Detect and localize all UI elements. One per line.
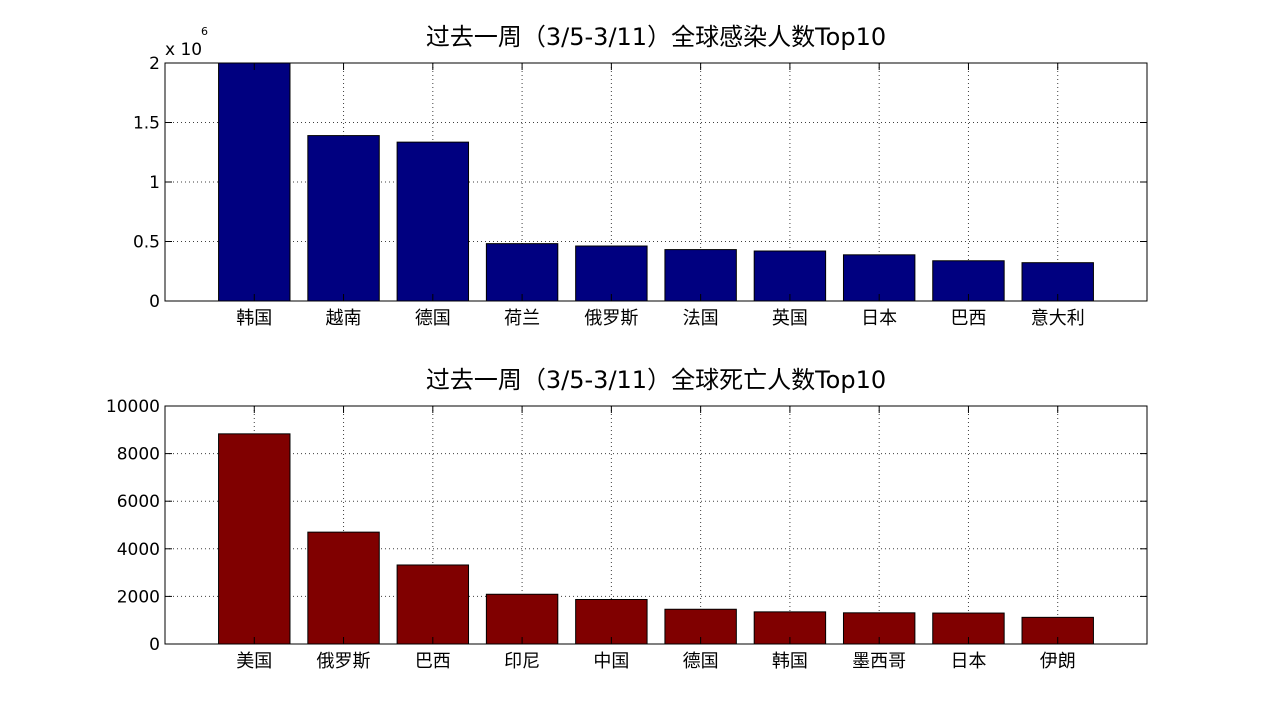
deaths-bar-2: [307, 531, 380, 645]
infections-bar-3: [396, 141, 470, 302]
infections-category-label: 荷兰: [504, 308, 540, 329]
infections-category-label: 俄罗斯: [584, 308, 638, 329]
deaths-ytick-label: 6000: [117, 492, 160, 512]
infections-category-label: 越南: [326, 308, 362, 329]
deaths-chart-title: 过去一周（3/5-3/11）全球死亡人数Top10: [426, 366, 886, 394]
deaths-category-label: 印尼: [504, 651, 540, 672]
infections-chart-title: 过去一周（3/5-3/11）全球感染人数Top10: [426, 23, 886, 51]
deaths-ytick-label: 10000: [106, 397, 160, 417]
deaths-category-label: 巴西: [415, 651, 451, 672]
deaths-ytick-label: 8000: [117, 445, 160, 465]
deaths-ytick-label: 4000: [117, 540, 160, 560]
infections-bar-2: [307, 135, 380, 302]
infections-ytick-label: 2: [149, 54, 160, 74]
deaths-ytick-label: 2000: [117, 587, 160, 607]
infections-category-label: 巴西: [950, 308, 986, 329]
deaths-axes-frame: [164, 405, 1148, 645]
deaths-ytick-label: 0: [149, 635, 160, 655]
y-axis-multiplier-exponent: 6: [201, 25, 208, 38]
infections-category-label: 韩国: [236, 308, 272, 329]
deaths-bar-5: [575, 598, 648, 645]
deaths-bar-3: [396, 564, 470, 645]
deaths-category-label: 韩国: [772, 651, 808, 672]
deaths-category-label: 俄罗斯: [317, 651, 371, 672]
infections-axes-frame: [164, 62, 1148, 302]
infections-chart: 过去一周（3/5-3/11）全球感染人数Top10 x 10 6 0 0.5 1 1.…: [133, 23, 1148, 329]
deaths-chart: 过去一周（3/5-3/11）全球死亡人数Top10 0 2000 4000 6000 8…: [106, 366, 1148, 672]
infections-ytick-label: 1: [149, 173, 160, 193]
infections-bar-6: [664, 249, 737, 302]
infections-ytick-label: 0.5: [133, 233, 160, 253]
deaths-category-label: 伊朗: [1040, 651, 1076, 672]
infections-ytick-label: 1.5: [133, 114, 160, 134]
deaths-category-label: 墨西哥: [852, 651, 906, 672]
infections-category-label: 日本: [861, 308, 897, 329]
infections-category-label: 意大利: [1031, 308, 1085, 329]
infections-category-label: 德国: [415, 308, 451, 329]
infections-category-label: 英国: [772, 308, 808, 329]
deaths-category-label: 美国: [236, 651, 272, 672]
infections-bar-1: [218, 62, 291, 302]
infections-category-label: 法国: [683, 308, 719, 329]
deaths-category-label: 德国: [683, 651, 719, 672]
deaths-bar-4: [485, 593, 559, 645]
infections-bar-8: [842, 254, 916, 302]
y-axis-multiplier: x 10: [165, 40, 202, 60]
infections-bar-4: [485, 243, 559, 302]
infections-bar-7: [753, 250, 827, 302]
deaths-bar-1: [218, 433, 291, 645]
infections-ytick-label: 0: [149, 292, 160, 312]
deaths-category-label: 中国: [593, 651, 629, 672]
infections-bar-5: [575, 245, 648, 302]
deaths-category-label: 日本: [950, 651, 986, 672]
